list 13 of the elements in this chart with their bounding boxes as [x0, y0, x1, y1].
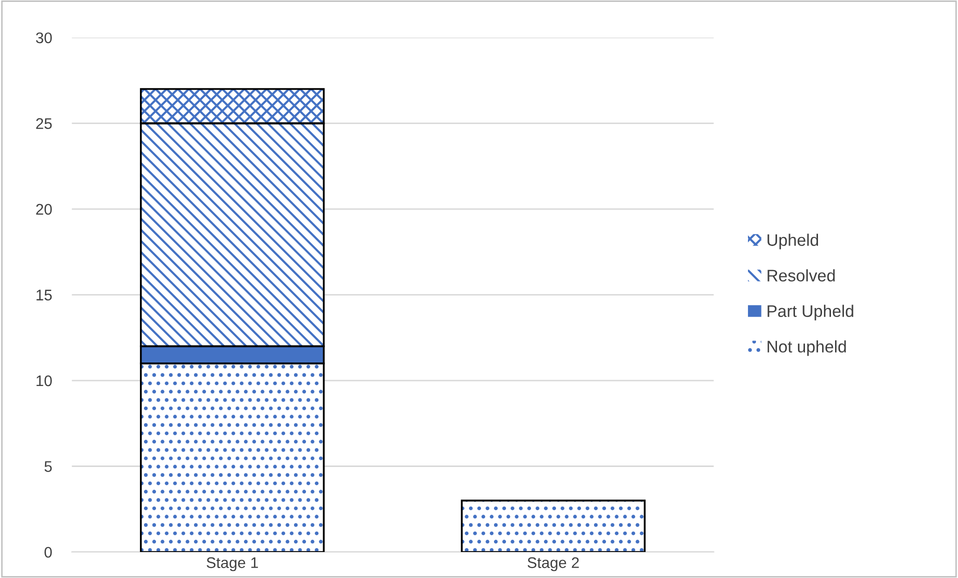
x-tick-label: Stage 2 — [528, 557, 579, 572]
legend-label: Resolved — [768, 269, 835, 282]
y-tick-label: 10 — [36, 375, 52, 386]
x-tick-label: Stage 1 — [206, 557, 258, 572]
y-tick-label: 25 — [36, 118, 52, 129]
legend-label: Not upheld — [768, 340, 846, 356]
y-tick-label: 0 — [44, 546, 52, 558]
y-tick-label: 20 — [36, 204, 52, 215]
y-tick-label: 30 — [36, 32, 52, 44]
y-tick-label: 5 — [44, 461, 52, 472]
y-tick-label: 15 — [36, 290, 52, 300]
legend-label: Upheld — [768, 234, 818, 250]
legend-label: Part Upheld — [768, 304, 854, 320]
